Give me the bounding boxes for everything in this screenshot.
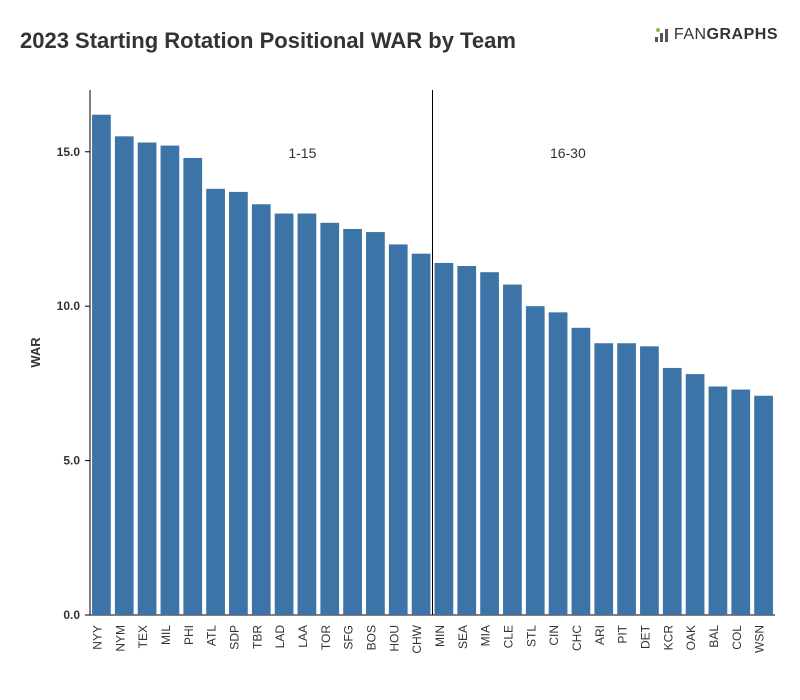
bar bbox=[731, 390, 750, 615]
x-axis-label: ATL bbox=[205, 625, 219, 646]
x-axis-label: KCR bbox=[661, 625, 675, 651]
bar bbox=[92, 115, 111, 615]
logo-text-left: FAN bbox=[674, 26, 707, 43]
x-axis-label: DET bbox=[638, 624, 652, 649]
x-axis-label: CHC bbox=[570, 625, 584, 651]
x-axis-label: NYY bbox=[90, 625, 104, 650]
bar bbox=[526, 306, 545, 615]
x-axis-label: ARI bbox=[593, 625, 607, 645]
x-axis-label: COL bbox=[730, 625, 744, 650]
x-axis-label: HOU bbox=[387, 625, 401, 652]
bar bbox=[549, 312, 568, 615]
x-axis-label: WSN bbox=[753, 625, 767, 653]
group-label-right: 16-30 bbox=[550, 145, 586, 161]
x-axis-label: TEX bbox=[136, 625, 150, 648]
bar bbox=[252, 204, 271, 615]
logo-icon bbox=[654, 27, 670, 43]
bar bbox=[663, 368, 682, 615]
bar bbox=[320, 223, 339, 615]
fangraphs-logo: FANGRAPHS bbox=[654, 26, 778, 44]
bar bbox=[298, 214, 317, 615]
x-axis-label: PHI bbox=[182, 625, 196, 645]
svg-text:10.0: 10.0 bbox=[57, 299, 81, 313]
bar bbox=[183, 158, 202, 615]
x-axis-label: MIL bbox=[159, 625, 173, 645]
x-axis-label: MIA bbox=[479, 625, 493, 646]
svg-text:15.0: 15.0 bbox=[57, 145, 81, 159]
group-label-left: 1-15 bbox=[288, 145, 316, 161]
x-axis-label: MIN bbox=[433, 625, 447, 647]
y-axis-title: WAR bbox=[28, 337, 43, 368]
x-axis-label: NYM bbox=[113, 625, 127, 652]
bar bbox=[709, 386, 728, 615]
war-bar-chart: 0.0 5.0 10.0 15.0 WAR NYY NYM TEX MIL PHI ATL SDP TB… bbox=[20, 80, 780, 680]
bar bbox=[412, 254, 431, 615]
x-axis-label: TBR bbox=[250, 625, 264, 649]
bar bbox=[138, 143, 157, 616]
bar bbox=[366, 232, 385, 615]
svg-text:5.0: 5.0 bbox=[63, 454, 80, 468]
bar bbox=[161, 146, 180, 615]
x-axis-label: TOR bbox=[319, 625, 333, 650]
logo-text-right: GRAPHS bbox=[707, 26, 778, 43]
x-axis-label: CHW bbox=[410, 624, 424, 653]
x-axis-label: CIN bbox=[547, 625, 561, 646]
x-axis-label: LAD bbox=[273, 625, 287, 649]
x-axis-label: OAK bbox=[684, 625, 698, 650]
bar bbox=[206, 189, 225, 615]
x-axis-label: CLE bbox=[501, 625, 515, 648]
bar bbox=[275, 214, 294, 615]
x-axis-label: STL bbox=[524, 625, 538, 647]
bar bbox=[686, 374, 705, 615]
chart-title: 2023 Starting Rotation Positional WAR by… bbox=[20, 28, 516, 54]
bar bbox=[389, 244, 408, 615]
bar bbox=[754, 396, 773, 615]
x-axis-label: SEA bbox=[456, 625, 470, 649]
bar bbox=[229, 192, 248, 615]
bar bbox=[640, 346, 659, 615]
bar bbox=[480, 272, 499, 615]
bar bbox=[343, 229, 362, 615]
svg-text:0.0: 0.0 bbox=[63, 608, 80, 622]
bar bbox=[115, 136, 134, 615]
x-axis-label: LAA bbox=[296, 625, 310, 648]
bar bbox=[617, 343, 636, 615]
bar bbox=[435, 263, 454, 615]
x-axis-label: BOS bbox=[364, 625, 378, 650]
bar bbox=[594, 343, 613, 615]
x-axis-label: SFG bbox=[342, 625, 356, 650]
x-axis-label: SDP bbox=[227, 625, 241, 650]
x-axis-label: PIT bbox=[616, 624, 630, 643]
bar bbox=[572, 328, 591, 615]
x-axis-label: BAL bbox=[707, 625, 721, 648]
bar bbox=[503, 285, 522, 615]
bar bbox=[457, 266, 476, 615]
